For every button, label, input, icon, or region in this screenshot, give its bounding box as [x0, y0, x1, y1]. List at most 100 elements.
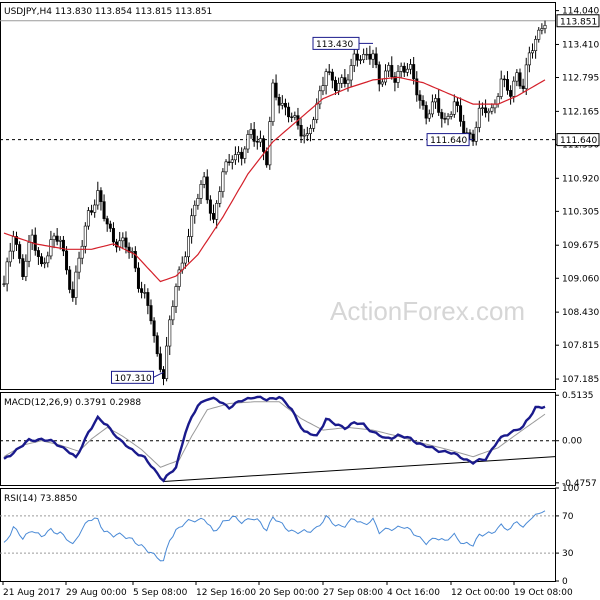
candle-body	[308, 128, 312, 134]
macd-line	[3, 395, 546, 483]
candle-body	[337, 82, 341, 92]
candle-body	[30, 234, 34, 243]
candle-body	[434, 98, 438, 103]
candle-body	[218, 191, 222, 204]
candle-body	[452, 101, 456, 115]
candle-body	[471, 133, 475, 142]
candle-body	[399, 65, 403, 72]
candle-body	[490, 107, 494, 112]
macd-tick-label: 0.5135	[562, 391, 594, 401]
candle-body	[355, 53, 359, 61]
rsi-tick-label: 100	[562, 484, 579, 494]
candle-body	[530, 50, 534, 54]
price-tick-label: 107.185	[562, 375, 599, 385]
candle-body	[199, 184, 203, 199]
candle-body	[202, 176, 206, 185]
time-label: 29 Aug 00:00	[66, 588, 127, 598]
candle-body	[5, 261, 9, 285]
candle-body	[437, 98, 441, 113]
candle-body	[449, 113, 453, 117]
candle-body	[352, 53, 356, 66]
candle-body	[537, 29, 541, 40]
candle-body	[440, 112, 444, 119]
candle-body	[371, 53, 375, 60]
candle-body	[280, 102, 284, 106]
time-label: 19 Oct 08:00	[514, 588, 573, 598]
candle-body	[318, 90, 322, 105]
callout-box	[312, 36, 360, 50]
moving-average-line	[3, 76, 546, 283]
candle-body	[187, 236, 191, 258]
price-tick-label: 112.795	[562, 74, 599, 84]
macd-panel-frame	[0, 392, 556, 486]
callout-label: 111.640	[430, 136, 467, 146]
candle-body	[421, 100, 425, 106]
candle-body	[358, 59, 362, 61]
price-callouts: 113.430 111.640 107.310	[110, 36, 474, 384]
candle-body	[80, 245, 84, 259]
rsi-axis: 100 70 30 0	[555, 484, 579, 587]
candle-body	[283, 102, 287, 108]
candle-body	[96, 190, 100, 206]
callout-leader	[153, 371, 164, 378]
candle-body	[474, 127, 478, 142]
candle-body	[140, 288, 144, 293]
candle-body	[487, 110, 491, 114]
macd-tick-label: -0.4757	[562, 479, 597, 489]
candle-body	[224, 161, 228, 173]
candle-body	[290, 116, 294, 118]
candle-body	[183, 256, 187, 264]
macd-panel: 0.5135 0.00 -0.4757 MACD(12,26,9) 0.3791 0…	[0, 391, 597, 489]
candle-body	[71, 289, 75, 298]
candle-body	[368, 53, 372, 60]
candle-body	[349, 65, 353, 81]
candle-body	[412, 64, 416, 80]
price-panel-frame	[0, 2, 556, 390]
rsi-tick-label: 30	[562, 549, 574, 559]
callout-box	[426, 133, 470, 147]
candle-body	[402, 65, 406, 73]
candle-body	[477, 107, 481, 128]
candle-body	[362, 54, 366, 60]
time-label: 5 Sep 08:00	[133, 588, 188, 598]
time-label: 27 Sep 08:00	[323, 588, 383, 598]
rsi-panel: 100 70 30 0 RSI(14) 73.8850	[0, 484, 579, 587]
price-tag	[556, 133, 600, 147]
candle-body	[121, 237, 125, 242]
candle-body	[258, 138, 262, 143]
candle-body	[77, 257, 81, 273]
rsi-tick-label: 0	[562, 577, 568, 587]
candle-body	[521, 85, 525, 89]
candle-body	[208, 199, 212, 214]
candle-body	[233, 154, 237, 161]
candle-body	[196, 198, 200, 206]
candle-body	[102, 201, 106, 219]
candle-body	[240, 151, 244, 159]
candle-body	[377, 64, 381, 85]
candle-body	[152, 320, 156, 337]
candle-body	[237, 151, 241, 155]
candle-body	[293, 115, 297, 118]
candle-body	[105, 218, 109, 225]
candle-body	[124, 237, 128, 248]
price-tick-label: 107.815	[562, 341, 599, 351]
rsi-line	[3, 510, 546, 562]
candle-body	[302, 134, 306, 137]
candle-body	[540, 28, 544, 31]
candle-body	[99, 190, 103, 202]
candle-body	[274, 82, 278, 98]
candle-body	[346, 79, 350, 84]
candle-body	[509, 90, 513, 97]
candle-body	[61, 239, 65, 252]
macd-trendline	[163, 456, 556, 482]
candle-body	[484, 107, 488, 114]
candle-body	[299, 125, 303, 137]
candle-body	[193, 204, 197, 217]
candle-body	[190, 215, 194, 237]
candle-body	[512, 80, 516, 97]
watermark: ActionForex.com	[330, 296, 525, 326]
candle-body	[424, 105, 428, 119]
candle-body	[40, 256, 44, 265]
candle-body	[221, 171, 225, 192]
